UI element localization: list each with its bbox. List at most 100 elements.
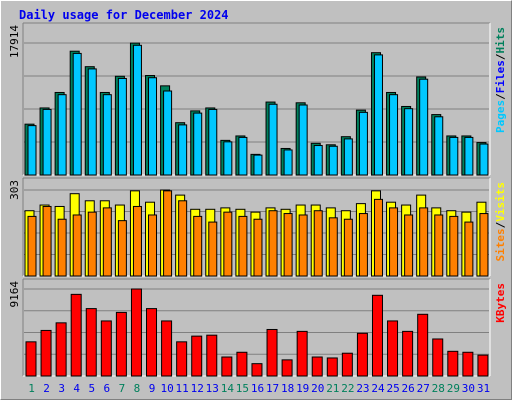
- bar-pages-4: [72, 52, 82, 176]
- x-tick-label: 30: [462, 382, 475, 395]
- y-max-label: 9164: [8, 281, 21, 308]
- legend-item: Pages: [494, 100, 507, 133]
- x-tick-label: 22: [341, 382, 354, 395]
- bar-kbytes-19: [296, 330, 308, 377]
- x-tick-label: 26: [402, 382, 415, 395]
- bar-pages-27: [419, 78, 429, 176]
- bar-sites-4: [72, 214, 82, 277]
- x-tick-label: 1: [28, 382, 35, 395]
- legend-item: Files: [494, 60, 507, 93]
- bar-sites-26: [404, 214, 414, 277]
- x-tick-label: 20: [311, 382, 324, 395]
- bar-sites-29: [449, 215, 459, 277]
- bar-sites-3: [57, 218, 67, 277]
- bar-pages-11: [178, 124, 188, 176]
- legend-item: /: [494, 53, 507, 60]
- bar-pages-14: [223, 141, 233, 176]
- x-tick-label: 10: [160, 382, 173, 395]
- bar-kbytes-12: [191, 335, 203, 377]
- x-tick-label: 17: [266, 382, 279, 395]
- bar-kbytes-8: [130, 288, 142, 377]
- x-tick-label: 12: [191, 382, 204, 395]
- x-tick-label: 5: [88, 382, 95, 395]
- bar-sites-16: [253, 218, 263, 277]
- bar-pages-13: [208, 108, 218, 176]
- legend-item: /: [494, 221, 507, 228]
- bar-kbytes-4: [70, 293, 82, 377]
- x-tick-label: 21: [326, 382, 339, 395]
- bar-sites-12: [193, 215, 203, 277]
- bar-pages-10: [163, 90, 173, 176]
- x-tick-label: 25: [386, 382, 399, 395]
- legend-item: Visits: [494, 182, 507, 222]
- bar-sites-17: [268, 210, 278, 277]
- bar-pages-23: [358, 111, 368, 176]
- bar-pages-29: [449, 136, 459, 176]
- x-tick-label: 27: [417, 382, 430, 395]
- bar-kbytes-9: [146, 308, 158, 377]
- bar-pages-31: [479, 143, 489, 176]
- bar-sites-7: [117, 220, 127, 277]
- bar-sites-27: [419, 207, 429, 277]
- bar-kbytes-14: [221, 356, 233, 377]
- x-tick-label: 4: [73, 382, 80, 395]
- legend-item: KBytes: [494, 283, 507, 323]
- bar-kbytes-24: [371, 294, 383, 377]
- x-tick-label: 9: [149, 382, 156, 395]
- bar-sites-9: [148, 214, 158, 277]
- y-max-label: 303: [8, 180, 21, 200]
- bar-kbytes-27: [417, 313, 429, 377]
- x-tick-label: 8: [134, 382, 141, 395]
- bar-sites-28: [434, 214, 444, 277]
- bar-sites-23: [358, 213, 368, 277]
- bar-pages-9: [148, 77, 158, 176]
- bar-kbytes-5: [85, 308, 97, 377]
- bar-sites-8: [132, 205, 142, 277]
- x-tick-label: 11: [176, 382, 189, 395]
- bar-sites-6: [102, 207, 112, 277]
- legend-item: Sites: [494, 228, 507, 261]
- bar-kbytes-2: [40, 329, 52, 377]
- legend-item: Hits: [494, 27, 507, 54]
- bar-pages-7: [117, 77, 127, 176]
- bar-pages-28: [434, 116, 444, 176]
- x-tick-label: 18: [281, 382, 294, 395]
- y-max-label: 17914: [8, 25, 21, 58]
- bar-sites-14: [223, 211, 233, 277]
- bar-kbytes-3: [55, 322, 67, 377]
- bar-kbytes-28: [432, 338, 444, 377]
- bar-kbytes-29: [447, 350, 459, 377]
- x-tick-label: 7: [119, 382, 126, 395]
- legend-visits-sites: Sites/Visits: [494, 182, 507, 262]
- bar-pages-18: [283, 149, 293, 176]
- bar-pages-17: [268, 103, 278, 176]
- bar-pages-3: [57, 94, 67, 176]
- bar-kbytes-25: [387, 320, 399, 377]
- bar-kbytes-31: [477, 354, 489, 377]
- bar-pages-16: [253, 154, 263, 176]
- x-tick-label: 2: [43, 382, 50, 395]
- bar-pages-1: [27, 125, 37, 176]
- bar-kbytes-17: [266, 328, 278, 377]
- bar-kbytes-18: [281, 359, 293, 377]
- bar-pages-12: [193, 112, 203, 176]
- bar-sites-20: [313, 210, 323, 277]
- x-tick-label: 14: [221, 382, 235, 395]
- bar-sites-2: [42, 205, 52, 277]
- bar-sites-1: [27, 215, 37, 277]
- x-tick-label: 16: [251, 382, 264, 395]
- bar-kbytes-23: [356, 332, 368, 377]
- bar-kbytes-13: [206, 334, 218, 377]
- bar-sites-22: [343, 218, 353, 277]
- bar-pages-21: [328, 145, 338, 176]
- chart-title: Daily usage for December 2024: [19, 8, 229, 22]
- bar-sites-21: [328, 217, 338, 277]
- bar-sites-11: [178, 200, 188, 277]
- bar-sites-31: [479, 213, 489, 277]
- legend-item: /: [494, 93, 507, 100]
- x-tick-label: 31: [477, 382, 490, 395]
- bar-pages-22: [343, 138, 353, 176]
- x-tick-label: 15: [236, 382, 249, 395]
- x-tick-label: 13: [206, 382, 219, 395]
